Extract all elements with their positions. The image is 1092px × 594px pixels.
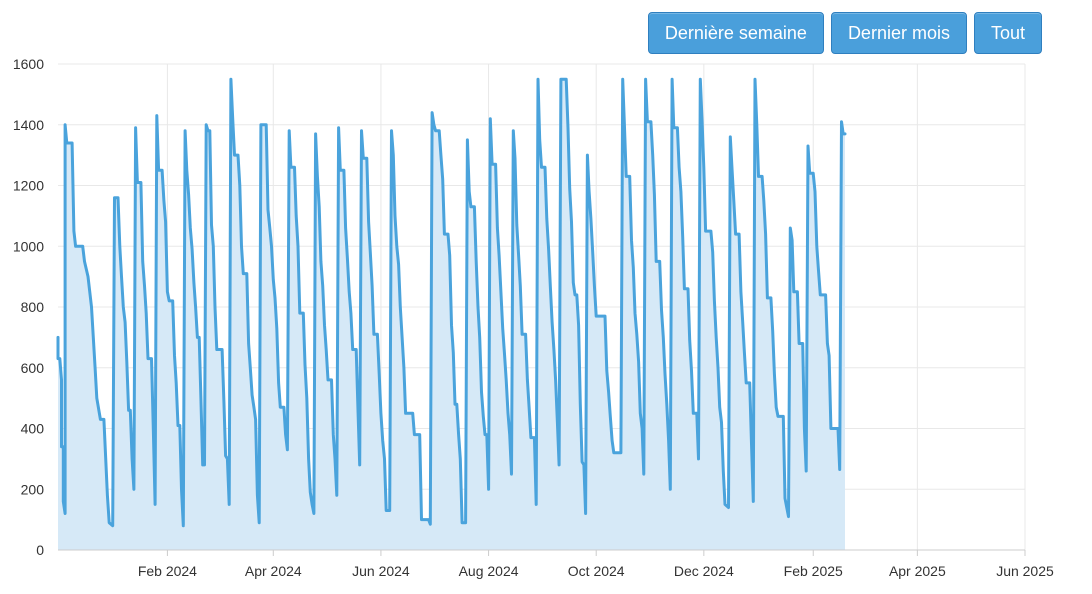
x-tick-label: Apr 2024 bbox=[245, 563, 302, 579]
y-tick-label: 1200 bbox=[13, 178, 44, 194]
x-tick-label: Feb 2024 bbox=[138, 563, 197, 579]
y-tick-label: 1600 bbox=[13, 56, 44, 72]
x-tick-label: Dec 2024 bbox=[674, 563, 734, 579]
chart-area-layer bbox=[56, 77, 847, 550]
last-month-button[interactable]: Dernier mois bbox=[830, 12, 967, 54]
x-tick-label: Oct 2024 bbox=[568, 563, 625, 579]
y-tick-label: 800 bbox=[21, 299, 45, 315]
all-button[interactable]: Tout bbox=[973, 12, 1042, 54]
y-tick-label: 200 bbox=[21, 481, 45, 497]
x-tick-label: Feb 2025 bbox=[784, 563, 843, 579]
y-tick-label: 1400 bbox=[13, 117, 44, 133]
y-tick-label: 600 bbox=[21, 360, 45, 376]
y-tick-label: 0 bbox=[36, 542, 44, 558]
x-tick-label: Jun 2024 bbox=[352, 563, 410, 579]
x-tick-label: Apr 2025 bbox=[889, 563, 946, 579]
series-line bbox=[56, 77, 847, 528]
x-tick-label: Aug 2024 bbox=[459, 563, 519, 579]
range-selector: Dernière semaine Dernier mois Tout bbox=[647, 12, 1042, 54]
last-week-button[interactable]: Dernière semaine bbox=[647, 12, 824, 54]
chart-axes: 0 200 400 600 800 1000 1200 1400 1600 Feb 2024 Apr… bbox=[13, 56, 1054, 579]
x-tick-label: Jun 2025 bbox=[996, 563, 1054, 579]
y-tick-label: 400 bbox=[21, 421, 45, 437]
y-tick-label: 1000 bbox=[13, 238, 44, 254]
